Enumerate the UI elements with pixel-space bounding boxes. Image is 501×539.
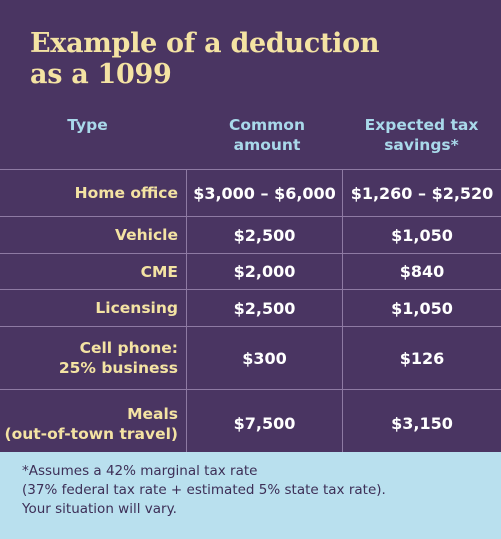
row-type-line-2: (out-of-town travel) — [4, 424, 179, 443]
row-expected-savings: $126 — [342, 327, 501, 389]
row-expected-savings: $1,050 — [342, 290, 501, 326]
header-savings-line-2: savings* — [384, 136, 459, 154]
header-type: Type — [45, 115, 130, 135]
row-type-line-1: Licensing — [95, 299, 178, 317]
footnote-line-2: (37% federal tax rate + estimated 5% sta… — [22, 482, 386, 498]
table-row-home-office: Home office $3,000 – $6,000 $1,260 – $2,… — [0, 169, 501, 216]
row-type: Licensing — [0, 298, 186, 318]
card-title: Example of a deduction as a 1099 — [30, 28, 470, 90]
title-line-2: as a 1099 — [30, 59, 172, 90]
header-expected-savings: Expected tax savings* — [344, 115, 499, 155]
header-savings-line-1: Expected tax — [364, 116, 479, 134]
table-row-vehicle: Vehicle $2,500 $1,050 — [0, 216, 501, 253]
row-expected-savings: $3,150 — [342, 390, 501, 457]
row-expected-savings: $840 — [342, 254, 501, 289]
row-type-line-2: 25% business — [58, 359, 178, 377]
row-type: Cell phone: 25% business — [0, 338, 186, 378]
row-type-line-1: Meals — [127, 404, 178, 423]
header-common-line-1: Common — [228, 116, 305, 134]
table-row-meals: Meals (out-of-town travel) $7,500 $3,150 — [0, 389, 501, 457]
row-common-amount: $2,000 — [186, 254, 342, 289]
row-type: CME — [0, 262, 186, 282]
row-type-line-1: CME — [140, 262, 178, 281]
table-row-cme: CME $2,000 $840 — [0, 253, 501, 289]
row-type: Meals (out-of-town travel) — [0, 404, 186, 444]
footnote-line-3: Your situation will vary. — [22, 501, 177, 517]
row-expected-savings: $1,260 – $2,520 — [342, 170, 501, 216]
header-common-line-2: amount — [233, 136, 301, 154]
header-common-amount: Common amount — [192, 115, 342, 155]
row-type: Home office — [0, 183, 186, 203]
header-type-label: Type — [67, 116, 108, 134]
row-common-amount: $3,000 – $6,000 — [186, 170, 342, 216]
title-line-1: Example of a deduction — [30, 28, 380, 59]
row-type-line-1: Cell phone: — [79, 339, 178, 357]
table-row-cell-phone: Cell phone: 25% business $300 $126 — [0, 326, 501, 389]
footnote-panel: *Assumes a 42% marginal tax rate (37% fe… — [0, 452, 501, 539]
row-common-amount: $2,500 — [186, 217, 342, 253]
row-common-amount: $2,500 — [186, 290, 342, 326]
deduction-table: Home office $3,000 – $6,000 $1,260 – $2,… — [0, 169, 501, 457]
row-type-line-1: Home office — [74, 184, 178, 202]
row-type: Vehicle — [0, 225, 186, 245]
footnote-line-1: *Assumes a 42% marginal tax rate — [22, 463, 258, 479]
row-expected-savings: $1,050 — [342, 217, 501, 253]
footnote: *Assumes a 42% marginal tax rate (37% fe… — [22, 462, 492, 519]
row-common-amount: $7,500 — [186, 390, 342, 457]
table-row-licensing: Licensing $2,500 $1,050 — [0, 289, 501, 326]
row-common-amount: $300 — [186, 327, 342, 389]
row-type-line-1: Vehicle — [114, 226, 178, 244]
